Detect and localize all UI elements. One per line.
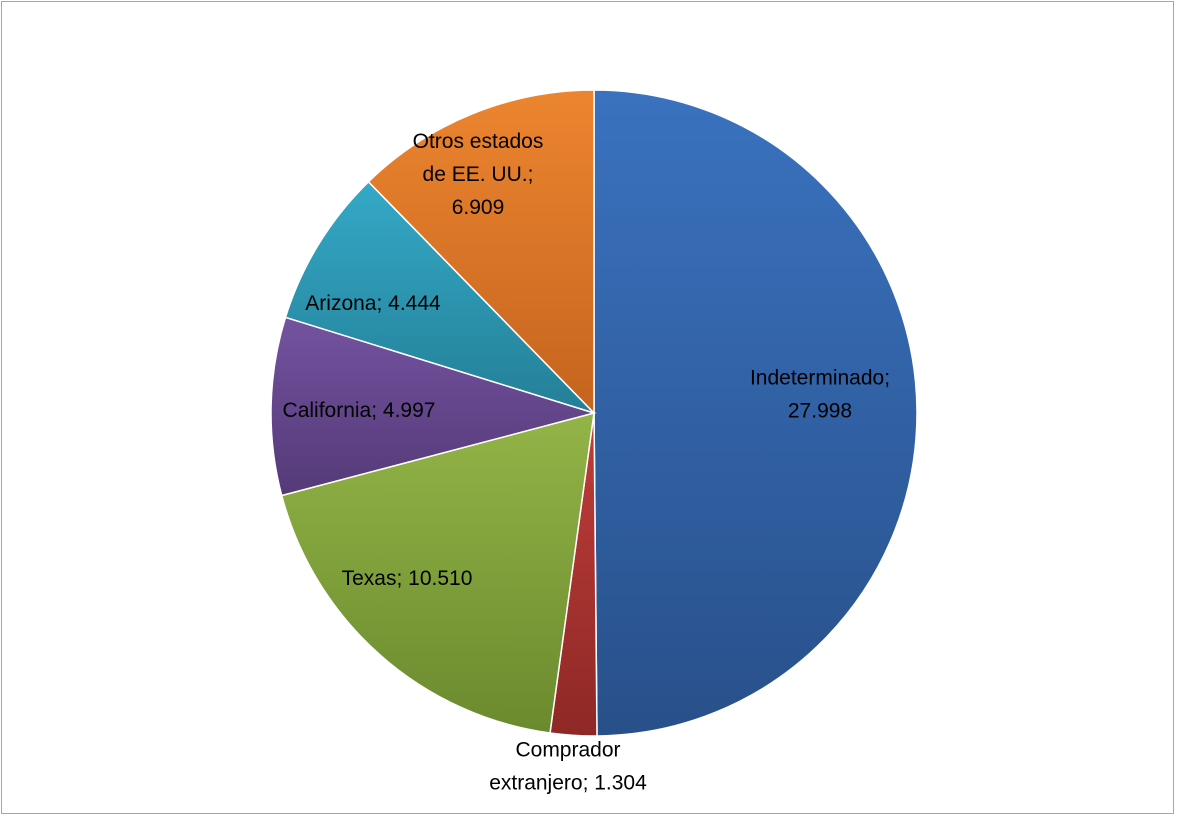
pie-slice-california xyxy=(270,316,597,497)
slice-label-arizona: Arizona; 4.444 xyxy=(305,292,441,315)
slice-label-california: California; 4.997 xyxy=(283,399,436,422)
slice-label-line: California; 4.997 xyxy=(283,399,436,422)
slice-label-line: Texas; 10.510 xyxy=(342,567,473,590)
pie-slice-texas xyxy=(280,411,595,734)
pie-slice-arizona xyxy=(284,180,595,414)
slice-label-texas: Texas; 10.510 xyxy=(342,567,473,590)
slice-label-line: de EE. UU.; xyxy=(423,163,534,186)
slice-label-line: Comprador xyxy=(515,739,620,762)
slice-label-comprador-extranjero: Comprador extranjero; 1.304 xyxy=(489,739,647,795)
slice-label-indeterminado: Indeterminado; 27.998 xyxy=(750,367,890,423)
slice-label-line: Arizona; 4.444 xyxy=(305,292,441,315)
slice-label-otros-estados-de-ee-uu: Otros estados de EE. UU.; 6.909 xyxy=(413,130,544,219)
pie-slice-indeterminado xyxy=(593,89,918,737)
pie-slice-otros-estados-de-ee-uu xyxy=(367,89,595,415)
slice-label-line: 27.998 xyxy=(788,400,852,423)
slice-label-line: Indeterminado; xyxy=(750,367,890,390)
slice-label-line: 6.909 xyxy=(452,196,505,219)
slice-label-line: extranjero; 1.304 xyxy=(489,772,647,795)
slice-label-line: Otros estados xyxy=(413,130,544,153)
